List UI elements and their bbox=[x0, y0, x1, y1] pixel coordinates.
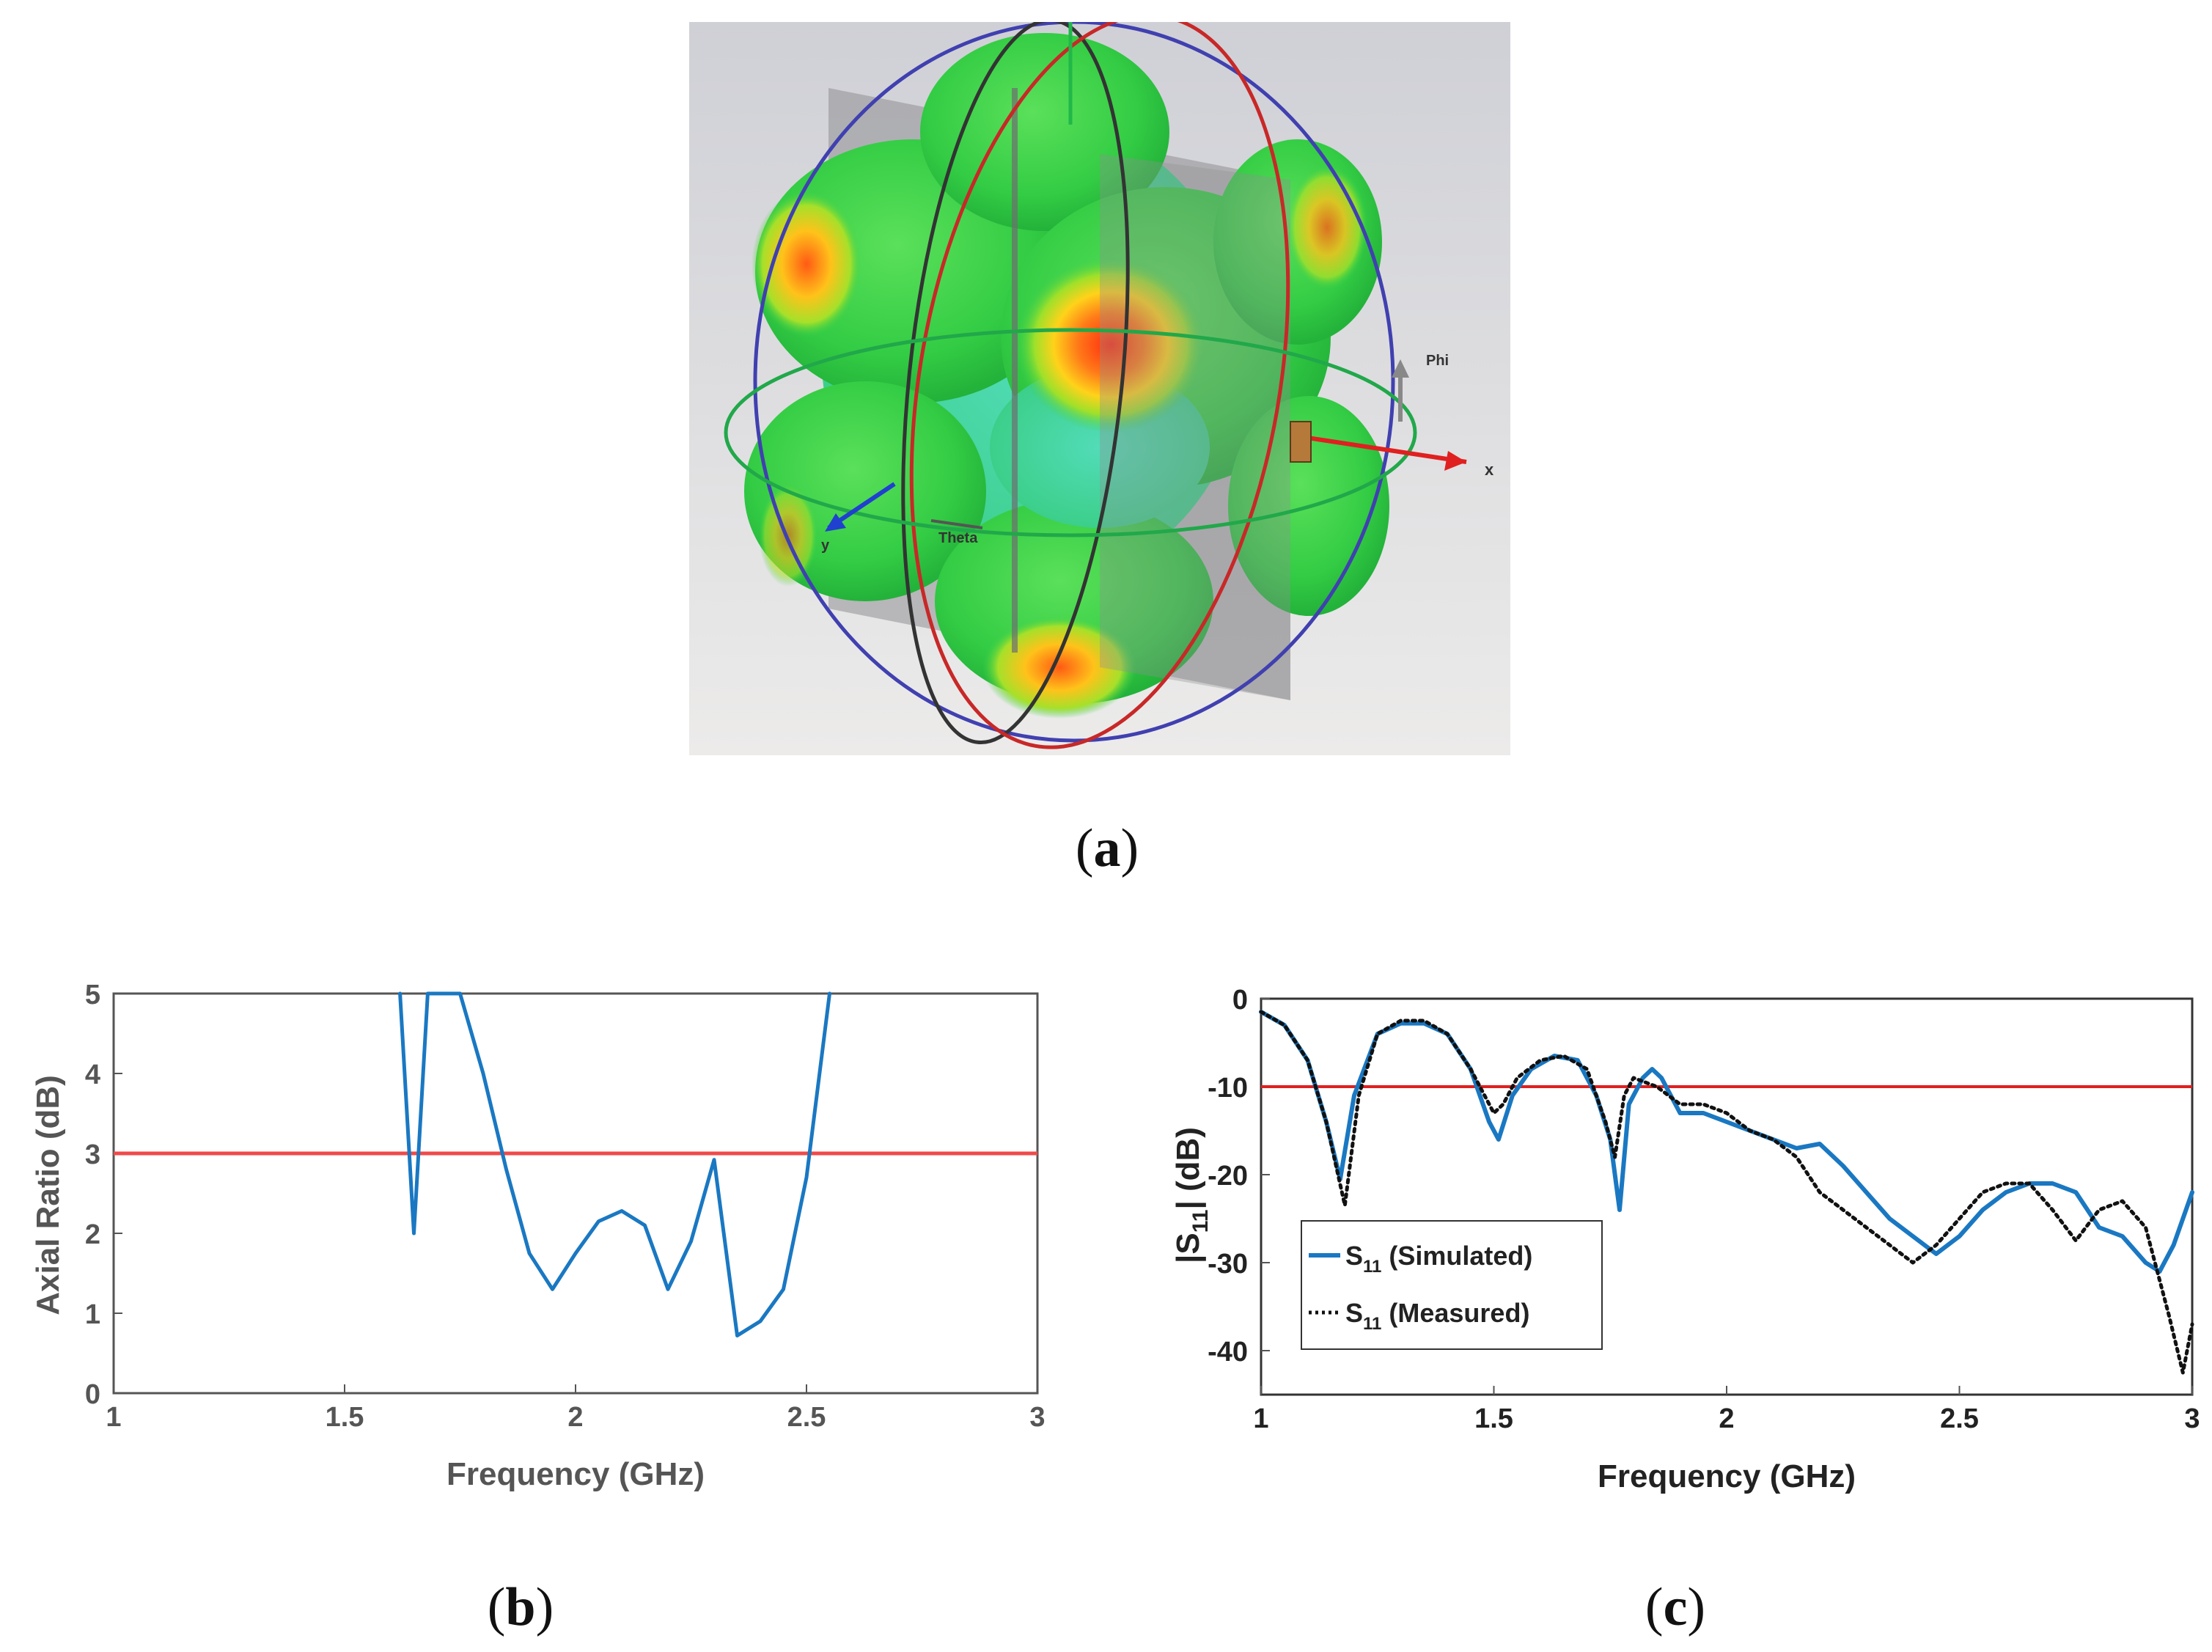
legend-c: S11 (Simulated) S11 (Measured) bbox=[1301, 1220, 1603, 1350]
y-tick-label: 5 bbox=[85, 980, 100, 1010]
x-tick-label: 1.5 bbox=[326, 1402, 364, 1433]
x-tick-label: 1.5 bbox=[1474, 1403, 1513, 1434]
y-tick-label: 0 bbox=[85, 1379, 100, 1410]
series-s11-measured bbox=[1259, 1010, 2194, 1375]
caption-a: (a) bbox=[1075, 818, 1139, 878]
theta-axis bbox=[930, 519, 983, 529]
plate-edge bbox=[1012, 88, 1018, 653]
ticks-c: 1 1.5 2 2.5 3 0 -10 -20 -30 -40 bbox=[1208, 985, 2200, 1434]
legend-box bbox=[1301, 1220, 1603, 1350]
radiation-lobes bbox=[744, 33, 1389, 719]
meridian-circle bbox=[901, 22, 1130, 745]
caption-b: (b) bbox=[487, 1577, 554, 1637]
y-tick-label: 4 bbox=[85, 1060, 100, 1090]
feed-port bbox=[1290, 421, 1312, 463]
theta-circle bbox=[909, 22, 1290, 749]
caption-c: (c) bbox=[1645, 1577, 1706, 1637]
y-axis-label-c: |S11| (dB) bbox=[1170, 1127, 1213, 1263]
s11-chart: 1 1.5 2 2.5 3 0 -10 -20 -30 -40 Frequency (GHz) |… bbox=[1170, 985, 2200, 1494]
x-tick-label: 2 bbox=[1719, 1403, 1734, 1434]
y-tick-label: 0 bbox=[1232, 985, 1248, 1016]
y-tick-label: -40 bbox=[1208, 1337, 1248, 1368]
y-tick-label: 3 bbox=[85, 1139, 100, 1170]
phi-label: Phi bbox=[1426, 353, 1449, 369]
phi-arrow-icon bbox=[1392, 359, 1409, 378]
x-tick-label: 3 bbox=[2184, 1403, 2200, 1434]
x-axis-label: x bbox=[1485, 460, 1494, 479]
y-axis-label-b: Axial Ratio (dB) bbox=[30, 1075, 66, 1315]
equator-circle bbox=[724, 328, 1417, 537]
x-axis bbox=[1297, 434, 1467, 464]
y-tick-label: -20 bbox=[1208, 1161, 1248, 1192]
x-axis-arrow-icon bbox=[1444, 451, 1466, 471]
phi-circle bbox=[753, 22, 1395, 743]
x-axis-label-c: Frequency (GHz) bbox=[1598, 1458, 1856, 1494]
x-tick-label: 3 bbox=[1029, 1402, 1045, 1433]
radiation-pattern-3d: x Phi y Theta bbox=[689, 22, 1510, 755]
x-tick-label: 2 bbox=[567, 1402, 583, 1433]
y-tick-label: -10 bbox=[1208, 1073, 1248, 1104]
y-tick-label: 2 bbox=[85, 1219, 100, 1250]
y-axis-label: y bbox=[821, 537, 830, 554]
y-tick-label: 1 bbox=[85, 1299, 100, 1330]
series-axial-ratio bbox=[398, 991, 831, 1337]
plot-area-b bbox=[112, 992, 1039, 1395]
x-axis-label-b: Frequency (GHz) bbox=[447, 1456, 705, 1492]
x-tick-label: 2.5 bbox=[1940, 1403, 1979, 1434]
legend-label-simulated: S11 (Simulated) bbox=[1345, 1241, 1532, 1277]
x-tick-label: 2.5 bbox=[787, 1402, 826, 1433]
x-tick-label: 1 bbox=[106, 1402, 121, 1433]
theta-label: Theta bbox=[938, 530, 978, 546]
x-tick-label: 1 bbox=[1253, 1403, 1268, 1434]
y-tick-label: -30 bbox=[1208, 1249, 1248, 1280]
y-axis-arrow-icon bbox=[825, 513, 846, 532]
legend-label-measured: S11 (Measured) bbox=[1345, 1298, 1529, 1334]
plate-front bbox=[1100, 154, 1290, 700]
